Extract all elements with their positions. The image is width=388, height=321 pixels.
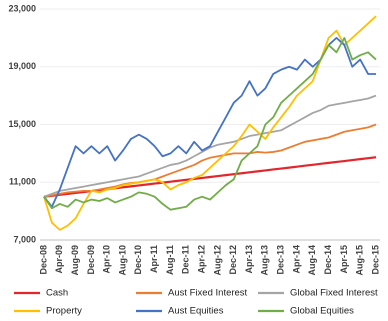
x-tick-label: Aug-11 bbox=[165, 245, 175, 275]
x-tick-label: Apr-12 bbox=[196, 245, 206, 274]
y-tick-label: 15,000 bbox=[8, 119, 36, 129]
legend-label: Property bbox=[46, 306, 82, 317]
x-tick-label: Dec-14 bbox=[323, 245, 333, 275]
series-line bbox=[43, 94, 377, 198]
x-tick-label: Dec-10 bbox=[133, 245, 143, 275]
legend-label: Global Equities bbox=[290, 306, 354, 317]
x-tick-label: Dec-12 bbox=[228, 245, 238, 275]
y-tick-label: 7,000 bbox=[13, 234, 36, 244]
legend-label: Global Fixed Interest bbox=[290, 288, 378, 299]
x-tick-label: Apr-10 bbox=[102, 245, 112, 274]
series-line bbox=[43, 36, 377, 211]
x-tick-label: Dec-08 bbox=[38, 245, 48, 275]
legend-label: Aust Fixed Interest bbox=[168, 288, 248, 299]
x-tick-label: Aug-09 bbox=[70, 245, 80, 276]
x-tick-label: Apr-13 bbox=[244, 245, 254, 274]
legend: Cash Aust Fixed Interest Global Fixed Inte… bbox=[14, 288, 378, 317]
x-tick-label: Aug-10 bbox=[117, 245, 127, 276]
x-tick-label: Apr-11 bbox=[149, 245, 159, 273]
x-tick-label: Dec-13 bbox=[276, 245, 286, 275]
x-tick-label: Apr-14 bbox=[291, 245, 301, 274]
x-tick-label: Aug-13 bbox=[260, 245, 270, 276]
x-tick-label: Dec-09 bbox=[86, 245, 96, 275]
x-tick-label: Dec-15 bbox=[370, 245, 380, 275]
series-line bbox=[43, 36, 376, 208]
y-tick-label: 11,000 bbox=[9, 177, 36, 187]
legend-label: Aust Equities bbox=[168, 306, 224, 317]
x-tick-label: Aug-12 bbox=[212, 245, 222, 276]
legend-label: Cash bbox=[46, 288, 68, 299]
x-tick-label: Aug-14 bbox=[307, 245, 317, 276]
x-tick-label: Aug-15 bbox=[355, 245, 365, 276]
y-tick-label: 19,000 bbox=[8, 61, 36, 71]
x-tick-label: Apr-15 bbox=[339, 245, 349, 274]
x-tick-label: Apr-09 bbox=[54, 245, 64, 274]
series-line bbox=[43, 123, 377, 198]
y-tick-label: 23,000 bbox=[8, 3, 36, 13]
x-tick-label: Dec-11 bbox=[181, 245, 191, 274]
